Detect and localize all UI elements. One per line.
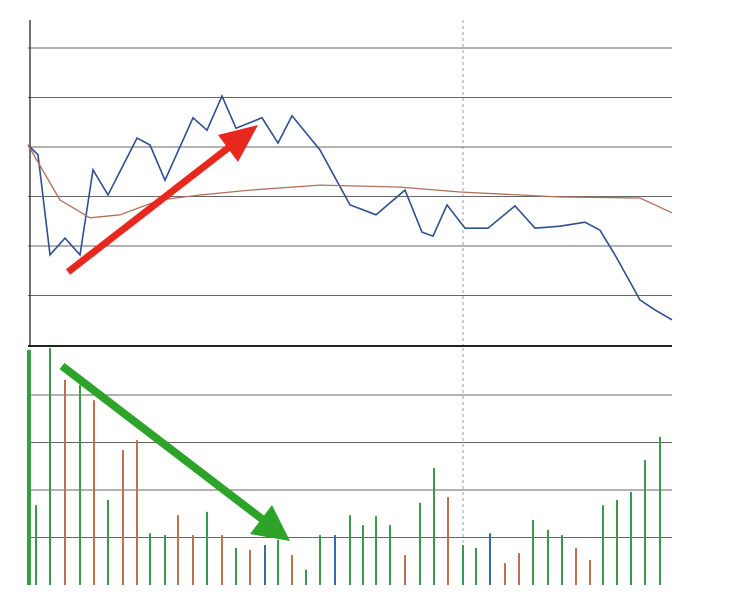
annotation-arrow-up [65, 125, 258, 275]
volume-bar [149, 533, 151, 585]
volume-bar [221, 535, 223, 585]
volume-bar [659, 436, 661, 585]
arrow-head [218, 125, 258, 162]
volume-bar [291, 555, 293, 585]
volume-bar [462, 545, 464, 585]
volume-bar [475, 547, 477, 585]
volume-bar [602, 505, 604, 585]
volume-bar [489, 533, 491, 585]
volume-bar [64, 379, 66, 585]
volume-bar [79, 385, 81, 585]
volume-bar [561, 535, 563, 585]
plot [27, 20, 673, 585]
volume-bar [644, 460, 646, 585]
volume-bar [575, 547, 577, 585]
volume-bar [630, 491, 632, 585]
volume-bar [107, 499, 109, 585]
volume-bar [404, 555, 406, 585]
volume-bar [277, 539, 279, 585]
price-line [27, 94, 673, 321]
volume-bar [264, 545, 266, 585]
volume-bar [532, 519, 534, 585]
volume-bar [589, 559, 591, 585]
volume-bar [419, 502, 421, 585]
volume-bar [122, 450, 124, 585]
volume-bar [206, 511, 208, 585]
volume-bar [389, 525, 391, 585]
volume-bar [616, 499, 618, 585]
volume-bar [27, 349, 31, 585]
volume-bar [433, 468, 435, 585]
volume-bar [362, 525, 364, 585]
volume-bar [305, 569, 307, 585]
volume-bar [93, 400, 95, 585]
volume-bar [49, 347, 51, 585]
volume-bar [319, 535, 321, 585]
price-line [27, 144, 673, 219]
arrow-head [250, 505, 290, 541]
volume-bar [334, 535, 336, 585]
annotation-arrow-down [59, 362, 290, 541]
volume-bar [164, 535, 166, 585]
volume-bar [375, 516, 377, 585]
volume-bar [447, 497, 449, 585]
volume-bar [349, 515, 351, 585]
volume-bar [249, 549, 251, 585]
arrow-shaft [59, 362, 265, 523]
arrow-shaft [65, 145, 231, 275]
volume-bar [136, 440, 138, 585]
volume-bar [177, 515, 179, 585]
volume-bar [235, 547, 237, 585]
volume-bar [504, 563, 506, 585]
volume-bar [192, 535, 194, 585]
volume-bar [35, 505, 37, 585]
volume-bar [547, 529, 549, 585]
volume-bar [518, 553, 520, 585]
